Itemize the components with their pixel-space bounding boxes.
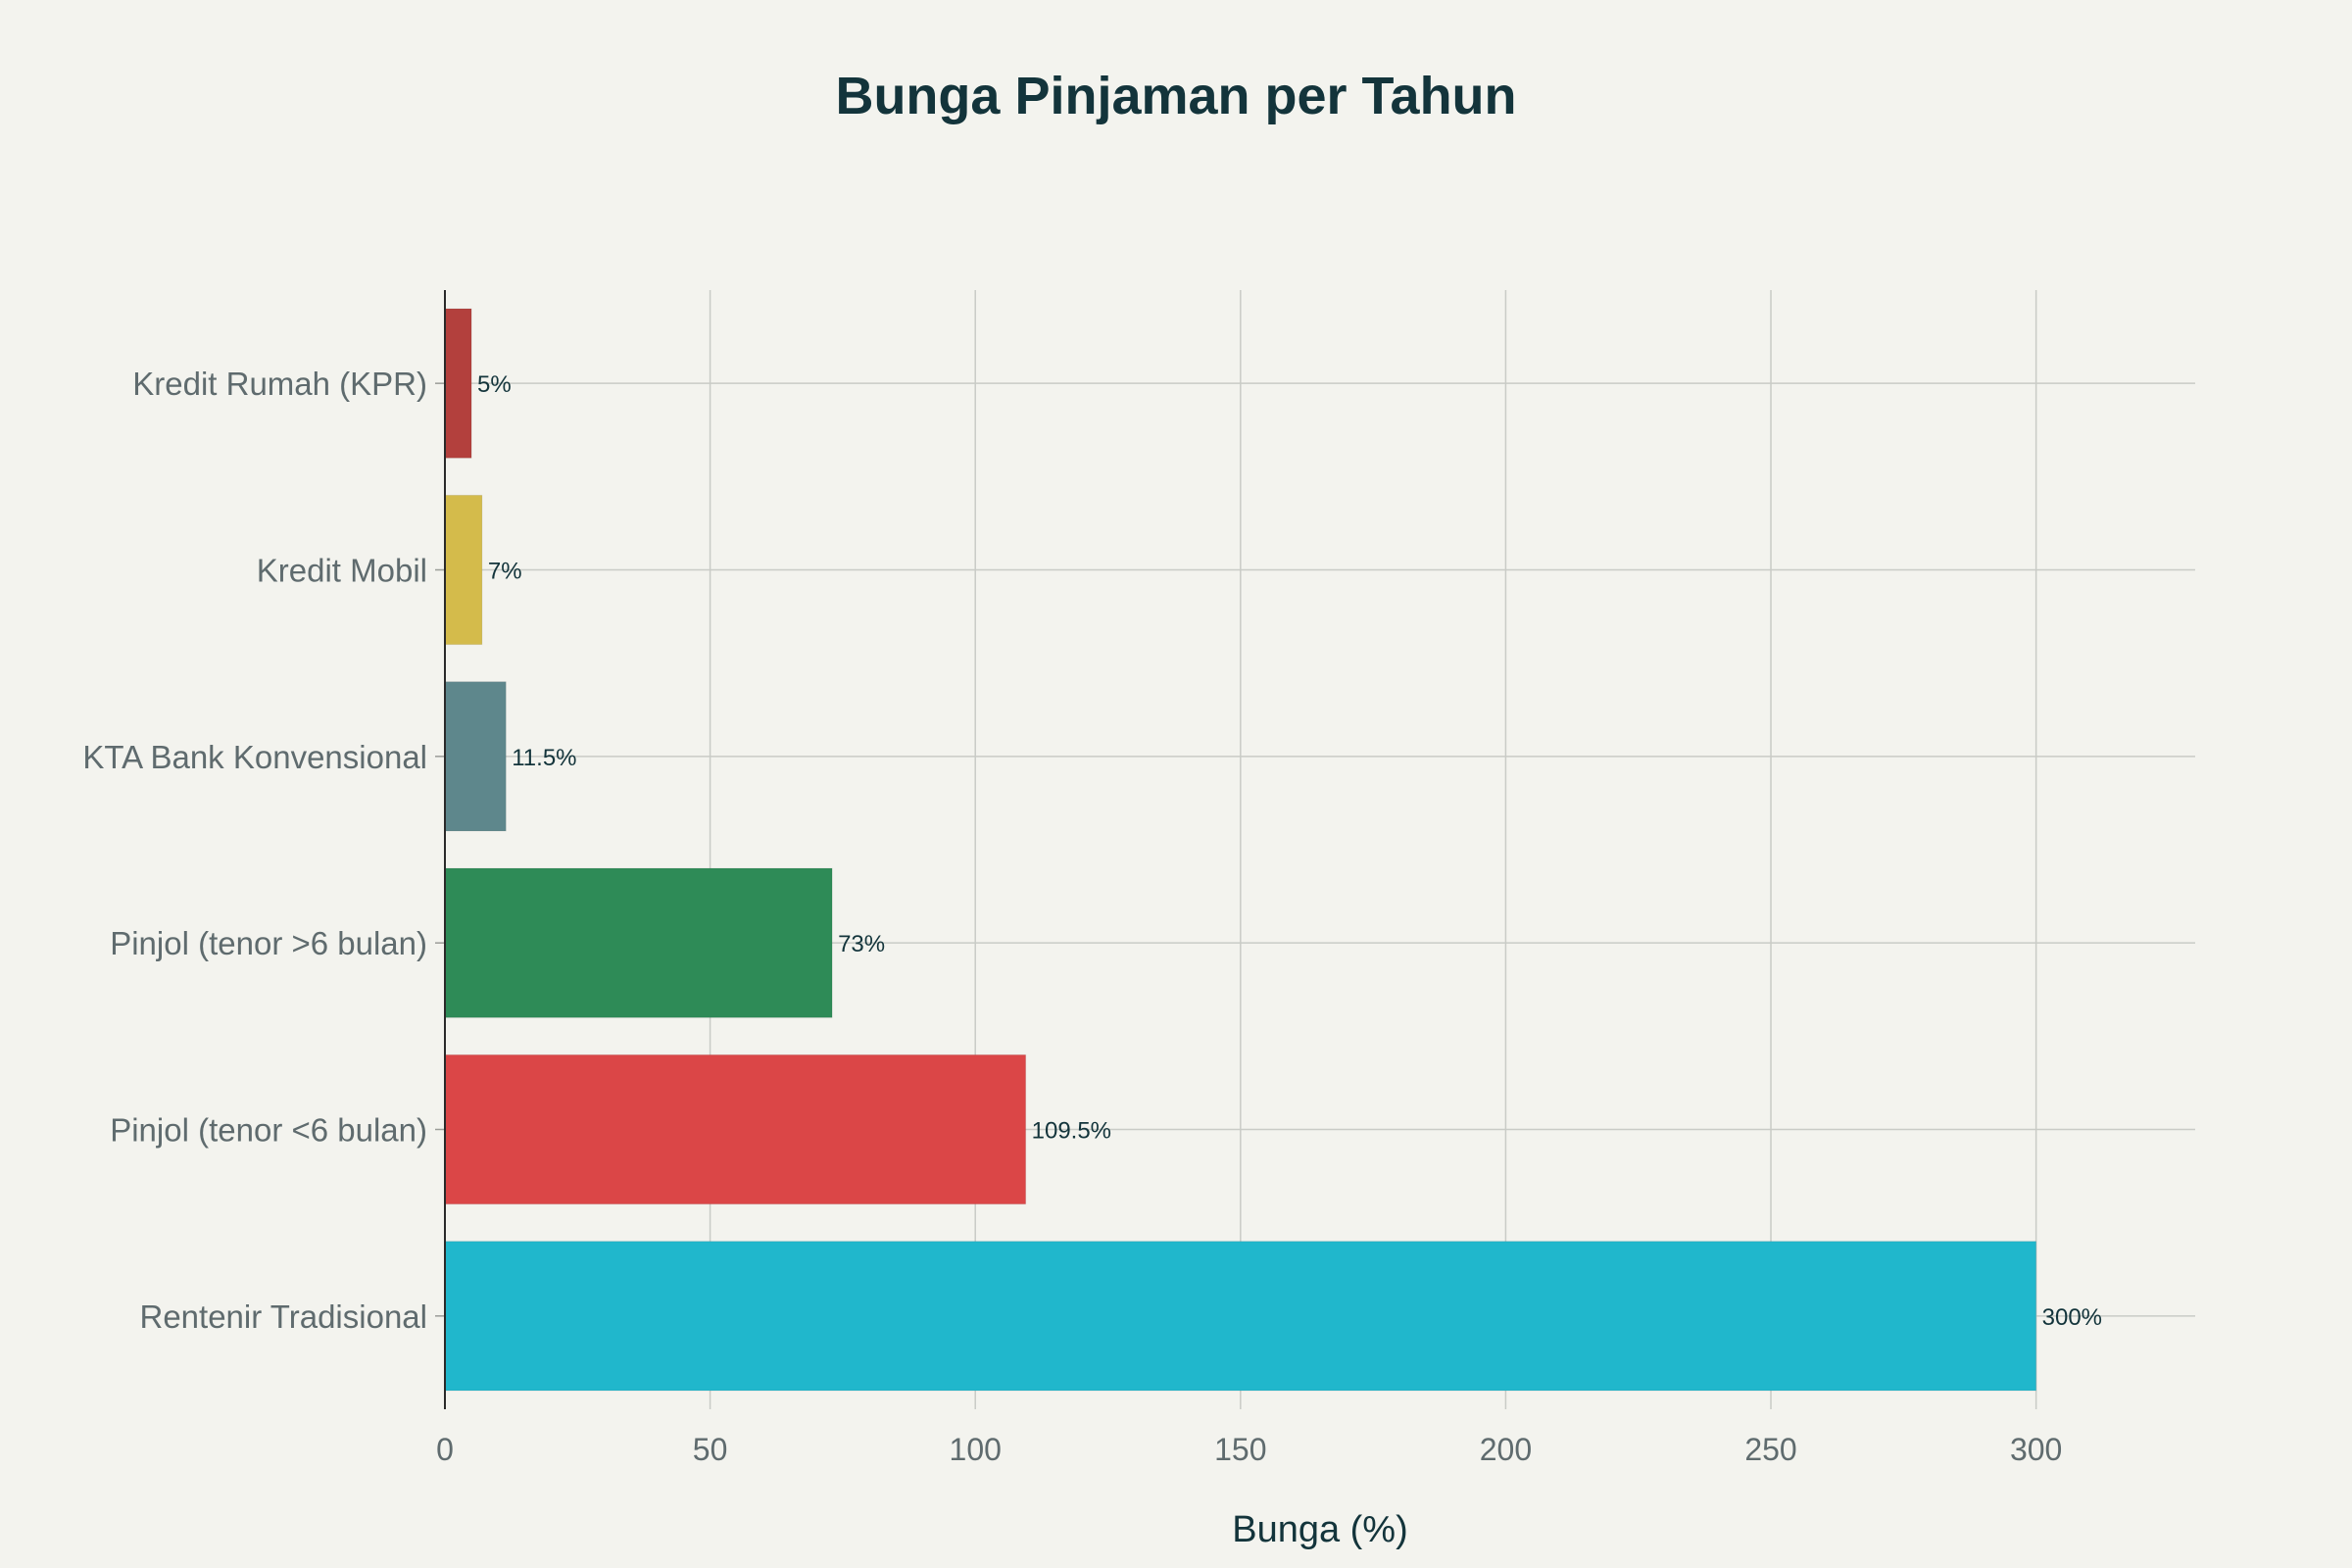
x-tick-label: 100	[950, 1432, 1002, 1467]
bar	[444, 494, 483, 646]
category-label: Kredit Rumah (KPR)	[132, 366, 427, 402]
category-label: KTA Bank Konvensional	[82, 739, 427, 775]
x-tick-label: 50	[693, 1432, 728, 1467]
chart-title: Bunga Pinjaman per Tahun	[835, 67, 1516, 125]
category-label: Pinjol (tenor <6 bulan)	[110, 1112, 427, 1149]
data-label: 11.5%	[512, 745, 576, 771]
axes	[435, 290, 446, 1409]
x-tick-label: 0	[436, 1432, 454, 1467]
x-tick-label: 150	[1214, 1432, 1266, 1467]
category-label: Pinjol (tenor >6 bulan)	[110, 925, 427, 961]
data-label: 5%	[477, 371, 512, 398]
data-label: 300%	[2042, 1304, 2102, 1331]
bar	[444, 681, 507, 832]
bar	[444, 1241, 2037, 1392]
x-tick-label: 200	[1480, 1432, 1532, 1467]
data-label: 109.5%	[1032, 1118, 1111, 1145]
bar	[444, 308, 472, 459]
x-axis-title: Bunga (%)	[1232, 1509, 1408, 1550]
x-tick-label: 250	[1744, 1432, 1796, 1467]
bar	[444, 867, 833, 1018]
bars	[444, 308, 2037, 1392]
x-tick-label: 300	[2010, 1432, 2062, 1467]
category-label: Kredit Mobil	[257, 553, 427, 589]
data-label: 73%	[838, 931, 885, 957]
bar	[444, 1054, 1027, 1205]
labels: 0 50 100 150 200 250 300 5% Kredit Rumah (KPR) 7%…	[82, 366, 2102, 1467]
category-label: Rentenir Tradisional	[140, 1298, 428, 1335]
data-label: 7%	[488, 559, 522, 585]
